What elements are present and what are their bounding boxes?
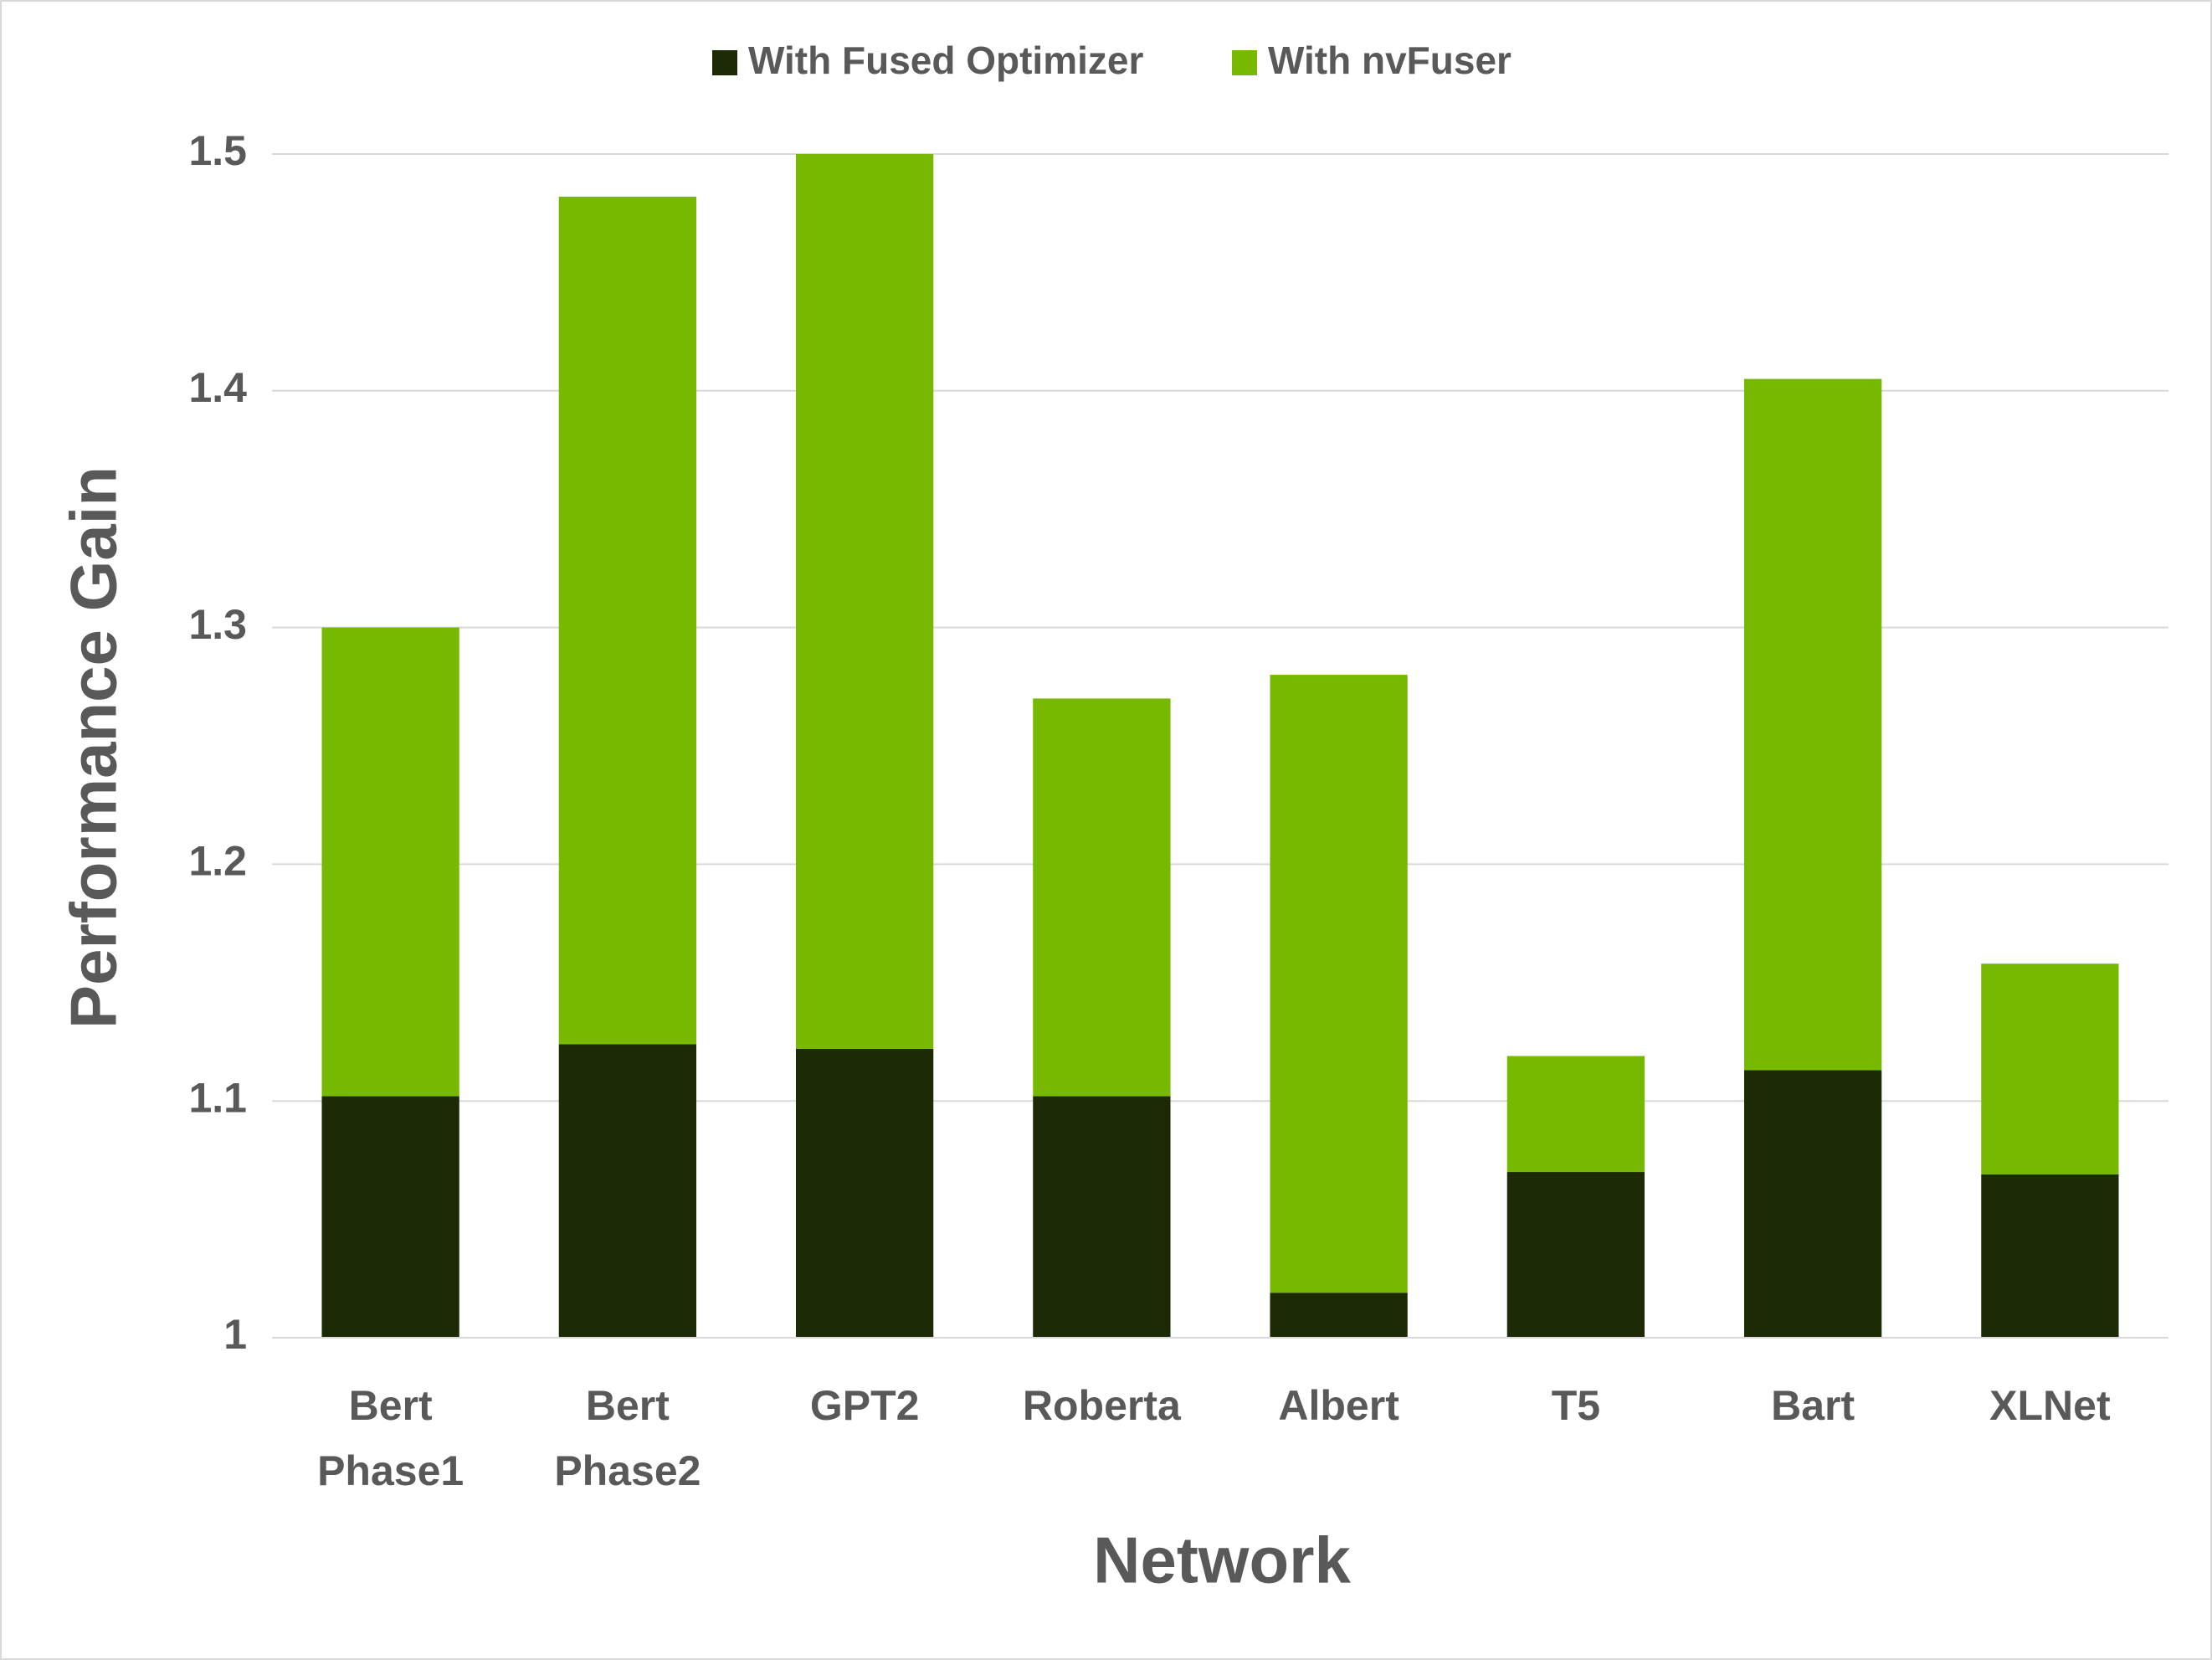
x-tick-label: Bert Phase1 [317,1382,464,1494]
x-axis-title: Network [1093,1524,1351,1597]
x-tick-label: Bert Phase2 [554,1382,701,1494]
bar-segment [1270,1293,1408,1338]
x-tick-label: Albert [1278,1382,1399,1429]
bar-segment [1033,698,1171,1097]
bar-segment [558,196,697,1045]
x-tick-label: GPT2 [810,1382,920,1429]
bar-segment [1506,1056,1645,1173]
bar-segment [321,1096,459,1338]
bar-segment [1270,675,1408,1293]
y-tick-label: 1.3 [188,601,247,648]
bar-segment [321,627,459,1097]
bar-segment [1981,1174,2119,1338]
bar-segment [1981,964,2119,1174]
legend-swatch [1232,50,1257,75]
x-tick-label: XLNet [1989,1382,2111,1429]
bar-segment [1506,1172,1645,1338]
y-tick-label: 1.2 [188,838,247,885]
x-tick-label: T5 [1552,1382,1600,1429]
y-tick-label: 1.4 [188,364,247,411]
y-tick-label: 1.1 [188,1074,247,1121]
y-tick-label: 1 [223,1311,247,1358]
bar-segment [1743,1070,1882,1338]
y-tick-label: 1.5 [188,127,247,174]
bar-segment [795,1048,934,1338]
x-tick-label: Roberta [1023,1382,1182,1429]
bar-segment [558,1044,697,1338]
legend-label: With Fused Optimizer [748,39,1143,82]
x-tick-label: Bart [1771,1382,1855,1429]
y-axis-title: Performance Gain [57,466,131,1029]
bar-segment [795,154,934,1049]
bar-segment [1033,1096,1171,1338]
bar-segment [1743,378,1882,1071]
legend-swatch [712,50,737,75]
legend-label: With nvFuser [1268,39,1511,82]
